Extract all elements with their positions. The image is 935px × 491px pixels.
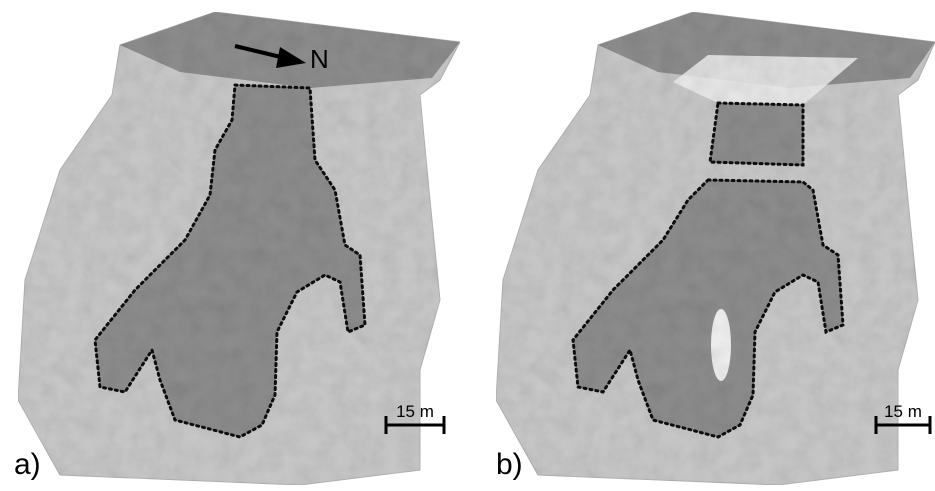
top-surface (120, 12, 460, 88)
panel-b (495, 11, 935, 486)
panel-label: b) (496, 448, 523, 481)
north-label: N (310, 44, 329, 74)
landslide-upper (708, 101, 805, 167)
top-surface (598, 12, 935, 88)
scale-bar-a: 15 m (384, 402, 446, 434)
scale-label: 15 m (884, 402, 922, 421)
removed-block (673, 55, 858, 105)
panel-label: a) (14, 448, 41, 481)
scale-bar-b: 15 m (874, 402, 932, 434)
north-arrow: N (234, 44, 329, 74)
panel-a (17, 11, 461, 486)
scale-label: 15 m (396, 402, 434, 421)
landslide-area (571, 178, 845, 439)
arrow-head (276, 47, 306, 68)
landslide-area (93, 83, 367, 439)
arrow-shaft (234, 44, 286, 60)
hole (711, 309, 731, 381)
